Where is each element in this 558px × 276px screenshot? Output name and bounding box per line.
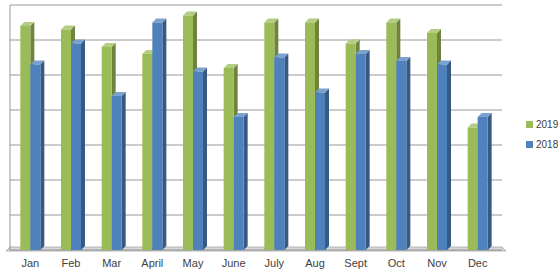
x-tick-label: Feb [62,257,81,269]
bar [396,57,410,250]
bar-side [122,92,126,250]
bar-front [152,23,162,251]
bar-side [284,54,288,251]
bar-top [274,54,288,58]
chart-svg: Jan Feb Mar April May June July Aug Sept Oct Nov De… [0,0,558,276]
bar-front [346,44,356,251]
bar-top [224,64,238,68]
x-tick-label: Oct [388,257,405,269]
grid-line [10,5,502,6]
bar-front [71,44,81,251]
bar-front [264,23,274,251]
x-tick-label: Aug [305,257,325,269]
bar-top [152,19,166,23]
bar-front [30,65,40,251]
bar-top [396,57,410,61]
bar-top [386,19,400,23]
x-tick-label: Dec [468,257,488,269]
bar-top [264,19,278,23]
bar-front [315,93,325,251]
bar [71,40,85,251]
bar [234,113,248,250]
bar-front [427,33,437,250]
bar-side [81,40,85,251]
bar-front [224,68,234,250]
legend-label: 2018 [536,139,558,150]
bar-front [20,26,30,250]
bar-front [183,16,193,251]
legend-swatch [526,141,533,148]
x-tick-label: April [141,257,163,269]
x-tick-label: Mar [102,257,121,269]
bar-top [315,89,329,93]
bar-top [478,113,492,117]
bar-front [305,23,315,251]
bar-front [142,54,152,250]
x-tick-label: May [183,257,204,269]
bar-side [40,61,44,251]
bar-front [386,23,396,251]
bar-side [203,68,207,251]
bar-top [346,40,360,44]
y-axis-line [10,5,11,250]
bar [315,89,329,251]
bar-side [325,89,329,251]
bar-front [193,72,203,251]
bar-top [193,68,207,72]
bar [193,68,207,251]
bar-top [234,113,248,117]
bar-side [162,19,166,251]
bar-top [305,19,319,23]
bar [152,19,166,251]
bar-front [468,128,478,251]
bar [478,113,492,250]
x-tick-label: July [265,257,285,269]
x-tick-label: Nov [427,257,447,269]
bar-front [234,117,244,250]
bar-front [478,117,488,250]
bar [274,54,288,251]
bar [356,50,370,250]
bar-front [437,65,447,251]
bar-top [112,92,126,96]
bars [20,12,491,251]
bar-front [112,96,122,250]
bar-front [61,30,71,251]
bar-top [102,43,116,47]
bar-front [102,47,112,250]
bar [437,61,451,251]
bar-top [437,61,451,65]
bar [112,92,126,250]
bar-front [356,54,366,250]
bar-side [447,61,451,251]
bar-side [244,113,248,250]
legend-swatch [526,121,533,128]
bar-top [30,61,44,65]
bar-top [356,50,370,54]
bar-top [71,40,85,44]
bar-side [406,57,410,250]
bar-side [366,50,370,250]
bar-top [61,26,75,30]
chart-container: Jan Feb Mar April May June July Aug Sept Oct Nov De… [0,0,558,276]
x-tick-label: Jan [21,257,39,269]
bar-top [427,29,441,33]
bar [30,61,44,251]
legend-label: 2019 [536,119,558,130]
bar-side [488,113,492,250]
x-tick-label: June [222,257,246,269]
x-tick-label: Sept [344,257,367,269]
bar-front [274,58,284,251]
bar-front [396,61,406,250]
bar-top [20,22,34,26]
bar-top [183,12,197,16]
